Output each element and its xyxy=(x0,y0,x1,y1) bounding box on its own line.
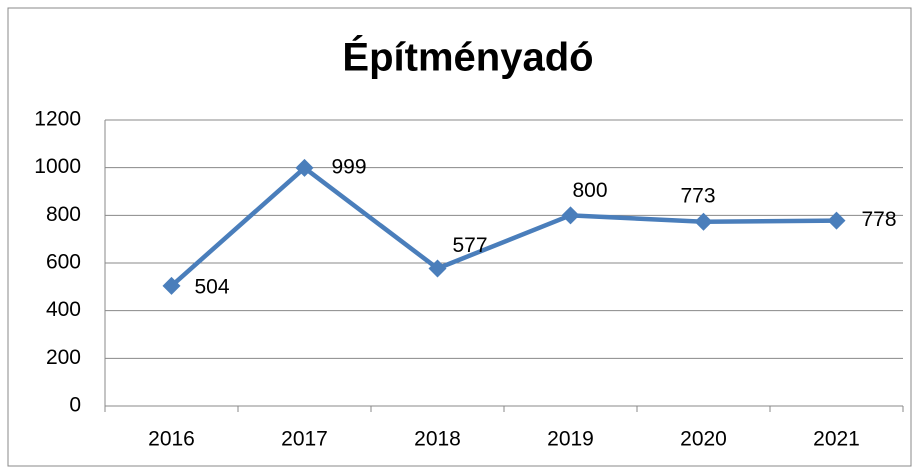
marker xyxy=(827,211,846,230)
x-tick-label: 2017 xyxy=(281,428,328,451)
y-tick-label: 1200 xyxy=(34,108,81,131)
data-label: 577 xyxy=(453,234,488,257)
x-tick-label: 2018 xyxy=(414,428,461,451)
x-tick-label: 2021 xyxy=(813,428,860,451)
chart-title: Építményadó xyxy=(342,35,593,80)
marker xyxy=(295,158,314,177)
y-tick-label: 200 xyxy=(46,346,81,369)
marker xyxy=(162,276,181,295)
x-tick-label: 2019 xyxy=(547,428,594,451)
y-tick-label: 600 xyxy=(46,251,81,274)
marker xyxy=(694,212,713,231)
marker xyxy=(561,206,580,225)
chart-frame xyxy=(7,7,912,467)
data-label: 504 xyxy=(195,275,230,298)
y-tick-label: 1000 xyxy=(34,155,81,178)
data-label: 800 xyxy=(573,179,608,202)
y-tick-label: 0 xyxy=(69,394,81,417)
marker xyxy=(428,259,447,278)
y-tick-label: 400 xyxy=(46,298,81,321)
y-tick-label: 800 xyxy=(46,203,81,226)
x-tick-label: 2020 xyxy=(680,428,727,451)
data-label: 778 xyxy=(862,208,897,231)
data-label: 773 xyxy=(681,184,716,207)
x-tick-label: 2016 xyxy=(148,428,195,451)
line xyxy=(170,165,837,288)
data-label: 999 xyxy=(332,155,367,178)
